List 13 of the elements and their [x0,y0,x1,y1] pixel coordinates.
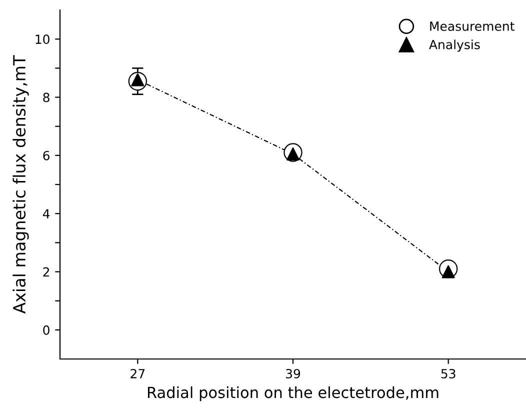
x-tick-label: 27 [130,368,145,378]
y-tick-label: 8 [43,92,50,102]
x-axis-title: Radial position on the electetrode,mm [148,386,438,402]
x-tick-label: 39 [286,368,300,378]
x-tick-label: 53 [441,368,456,378]
y-tick-label: 10 [36,34,50,44]
legend-label: Analysis [429,40,480,52]
y-tick-label: 0 [43,325,50,335]
y-axis-title: Axial magnetic flux density,mT [12,55,29,314]
y-tick-label: 6 [43,150,50,160]
legend-label: Measurement [430,22,514,31]
y-tick-label: 4 [42,209,50,218]
y-tick-label: 2 [43,267,50,276]
